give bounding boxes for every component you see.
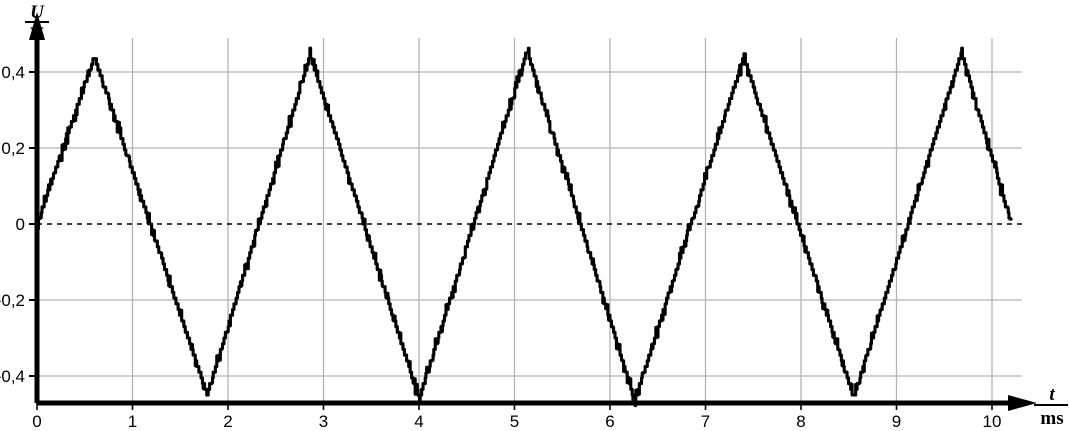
waveform-trace (35, 46, 1013, 408)
y-tick-label: -0,4 (0, 367, 25, 386)
y-tick-label: -0,2 (0, 291, 25, 310)
y-tick-label: 0,4 (1, 63, 25, 82)
x-axis-unit-label: ms (1040, 408, 1063, 429)
x-tick-label: 6 (605, 412, 614, 431)
x-tick-label: 7 (701, 412, 710, 431)
x-axis-variable-label: t (1049, 384, 1055, 405)
y-axis-arrowhead (29, 12, 45, 40)
y-tick-label: 0,2 (1, 139, 25, 158)
x-tick-label: 9 (892, 412, 901, 431)
tick-marks (29, 71, 993, 410)
x-axis-arrowhead (1008, 395, 1037, 411)
tick-labels: 0 1 2 3 4 5 6 7 8 9 10 0,4 0,2 0 -0,2 -0,4 (0, 63, 1001, 431)
x-tick-label: 5 (510, 412, 519, 431)
signal-trace (35, 46, 1013, 408)
y-axis-unit-label: V (30, 24, 44, 45)
x-tick-label: 3 (319, 412, 328, 431)
x-tick-label: 1 (128, 412, 137, 431)
x-tick-label: 10 (983, 412, 1002, 431)
gridlines (37, 38, 1022, 401)
x-tick-label: 8 (796, 412, 805, 431)
y-tick-label: 0 (16, 215, 25, 234)
axis-titles: UVt ms (25, 2, 1068, 429)
x-tick-label: 4 (414, 412, 423, 431)
x-tick-label: 0 (32, 412, 41, 431)
y-axis-variable-label: U (30, 2, 45, 23)
x-tick-label: 2 (223, 412, 232, 431)
